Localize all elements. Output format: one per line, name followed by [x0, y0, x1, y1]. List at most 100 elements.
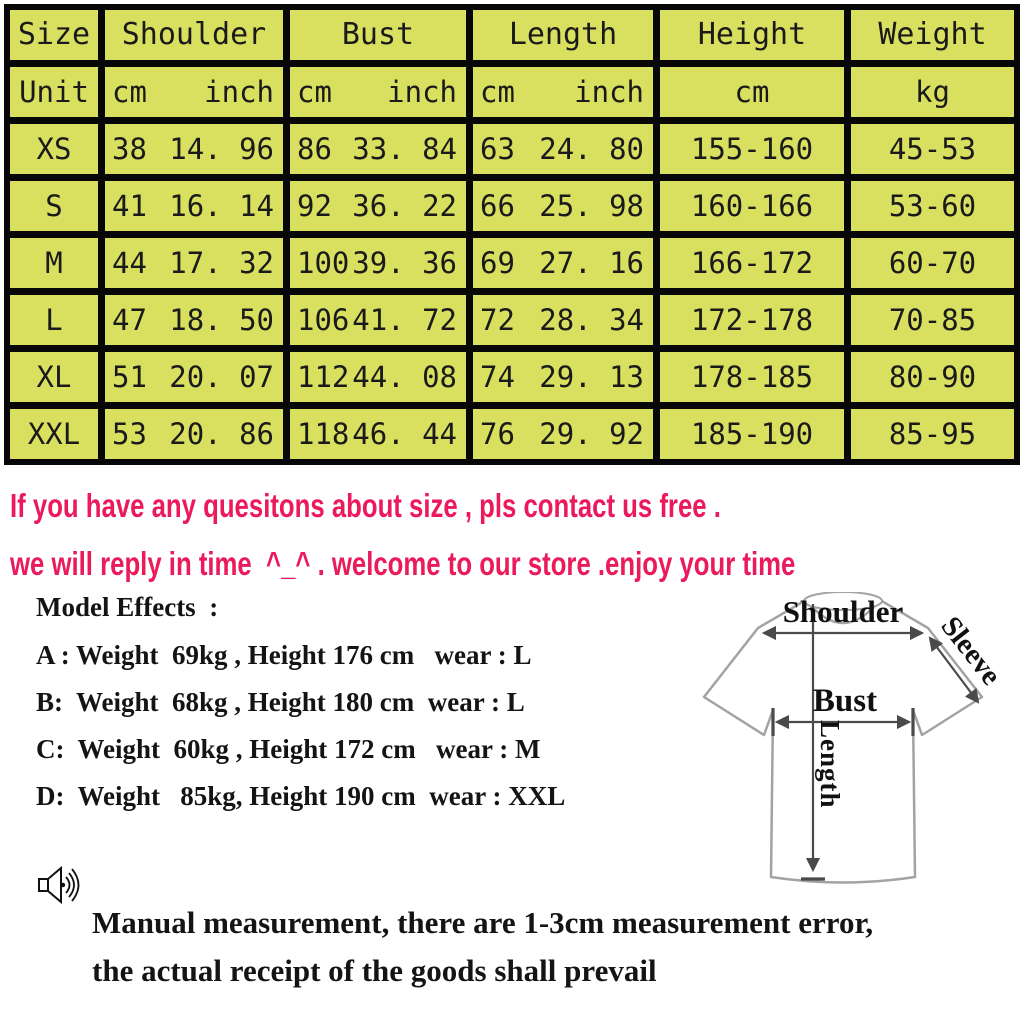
height-cell: 185-190	[660, 409, 844, 459]
weight-cell: 80-90	[851, 352, 1014, 402]
shoulder-label: Shoulder	[783, 594, 904, 629]
measurement-arrows	[761, 604, 980, 881]
shoulder-inch-value: 20. 07	[169, 359, 274, 394]
shoulder-inch-value: 14. 96	[169, 131, 274, 166]
col-header-height: Height	[660, 10, 844, 60]
size-cell: XL	[10, 352, 98, 402]
length-inch-value: 28. 34	[539, 302, 644, 337]
length-inch-value: 24. 80	[539, 131, 644, 166]
length-cell: 66 25. 98	[473, 181, 653, 231]
col-header-length: Length	[473, 10, 653, 60]
speaker-icon	[38, 865, 80, 905]
height-cell: 178-185	[660, 352, 844, 402]
length-cm-value: 63	[480, 131, 515, 166]
height-cell: 155-160	[660, 124, 844, 174]
disclaimer-line1: Manual measurement, there are 1-3cm meas…	[92, 905, 874, 940]
bust-label: Bust	[813, 683, 877, 719]
weight-cell: 70-85	[851, 295, 1014, 345]
bust-cell: 100 39. 36	[290, 238, 466, 288]
col-header-shoulder: Shoulder	[105, 10, 283, 60]
height-cell: 166-172	[660, 238, 844, 288]
weight-cell: 53-60	[851, 181, 1014, 231]
size-table: Size Shoulder Bust Length Height Weight …	[4, 4, 1020, 465]
unit-inch: inch	[574, 74, 644, 109]
model-effect-d: D: Weight 85kg, Height 190 cm wear : XXL	[36, 781, 566, 811]
sleeve-arrow	[928, 636, 980, 704]
length-cell: 69 27. 16	[473, 238, 653, 288]
model-effect-a: A : Weight 69kg , Height 176 cm wear : L	[36, 640, 532, 670]
length-cell: 74 29. 13	[473, 352, 653, 402]
unit-cm: cm	[480, 74, 515, 109]
col-header-weight: Weight	[851, 10, 1014, 60]
length-cm-value: 69	[480, 245, 515, 280]
col-header-bust: Bust	[290, 10, 466, 60]
unit-inch: inch	[387, 74, 457, 109]
length-inch-value: 25. 98	[539, 188, 644, 223]
bust-cell: 106 41. 72	[290, 295, 466, 345]
unit-cell-bust: cm inch	[290, 67, 466, 117]
shoulder-inch-value: 17. 32	[169, 245, 274, 280]
length-cm-value: 66	[480, 188, 515, 223]
tshirt-outline	[702, 592, 984, 884]
shoulder-inch-value: 20. 86	[169, 416, 274, 451]
length-cm-value: 74	[480, 359, 515, 394]
shoulder-cm-value: 41	[112, 188, 147, 223]
length-inch-value: 27. 16	[539, 245, 644, 280]
bust-cm-value: 86	[297, 131, 332, 166]
bust-inch-value: 41. 72	[352, 302, 457, 337]
shoulder-cm-value: 44	[112, 245, 147, 280]
contact-note-line2: we will reply in time ^_^ . welcome to o…	[10, 545, 796, 582]
shoulder-cell: 41 16. 14	[105, 181, 283, 231]
bust-cm-value: 112	[297, 359, 350, 394]
unit-cm: cm	[112, 74, 147, 109]
tshirt-measurement-diagram: Shoulder Sleeve Bust Length	[702, 592, 1007, 884]
length-label: Length	[815, 720, 845, 809]
bust-inch-value: 39. 36	[352, 245, 457, 280]
shoulder-cm-value: 51	[112, 359, 147, 394]
length-inch-value: 29. 13	[539, 359, 644, 394]
bust-inch-value: 36. 22	[352, 188, 457, 223]
shoulder-cell: 53 20. 86	[105, 409, 283, 459]
contact-note-line1: If you have any quesitons about size , p…	[10, 487, 721, 524]
size-cell: M	[10, 238, 98, 288]
shoulder-cell: 44 17. 32	[105, 238, 283, 288]
size-cell: L	[10, 295, 98, 345]
weight-cell: 45-53	[851, 124, 1014, 174]
disclaimer-line2: the actual receipt of the goods shall pr…	[92, 953, 657, 988]
unit-inch: inch	[204, 74, 274, 109]
unit-cell-weight: kg	[851, 67, 1014, 117]
size-cell: XS	[10, 124, 98, 174]
bust-cm-value: 118	[297, 416, 350, 451]
shoulder-cm-value: 38	[112, 131, 147, 166]
bust-inch-value: 44. 08	[352, 359, 457, 394]
model-effects-heading: Model Effects :	[36, 592, 219, 622]
bust-cm-value: 92	[297, 188, 332, 223]
weight-cell: 60-70	[851, 238, 1014, 288]
bust-cm-value: 106	[297, 302, 350, 337]
weight-cell: 85-95	[851, 409, 1014, 459]
unit-cell-height: cm	[660, 67, 844, 117]
length-cell: 63 24. 80	[473, 124, 653, 174]
shoulder-cm-value: 53	[112, 416, 147, 451]
col-header-size: Size	[10, 10, 98, 60]
bust-inch-value: 46. 44	[352, 416, 457, 451]
size-cell: S	[10, 181, 98, 231]
shoulder-inch-value: 18. 50	[169, 302, 274, 337]
bust-inch-value: 33. 84	[352, 131, 457, 166]
length-cm-value: 72	[480, 302, 515, 337]
shoulder-cell: 38 14. 96	[105, 124, 283, 174]
unit-cm: cm	[297, 74, 332, 109]
length-cell: 72 28. 34	[473, 295, 653, 345]
size-cell: XXL	[10, 409, 98, 459]
height-cell: 172-178	[660, 295, 844, 345]
shoulder-cell: 51 20. 07	[105, 352, 283, 402]
length-inch-value: 29. 92	[539, 416, 644, 451]
length-cm-value: 76	[480, 416, 515, 451]
unit-cell-shoulder: cm inch	[105, 67, 283, 117]
bust-cell: 92 36. 22	[290, 181, 466, 231]
shoulder-inch-value: 16. 14	[169, 188, 274, 223]
bust-cell: 112 44. 08	[290, 352, 466, 402]
bust-cell: 118 46. 44	[290, 409, 466, 459]
bust-cm-value: 100	[297, 245, 350, 280]
